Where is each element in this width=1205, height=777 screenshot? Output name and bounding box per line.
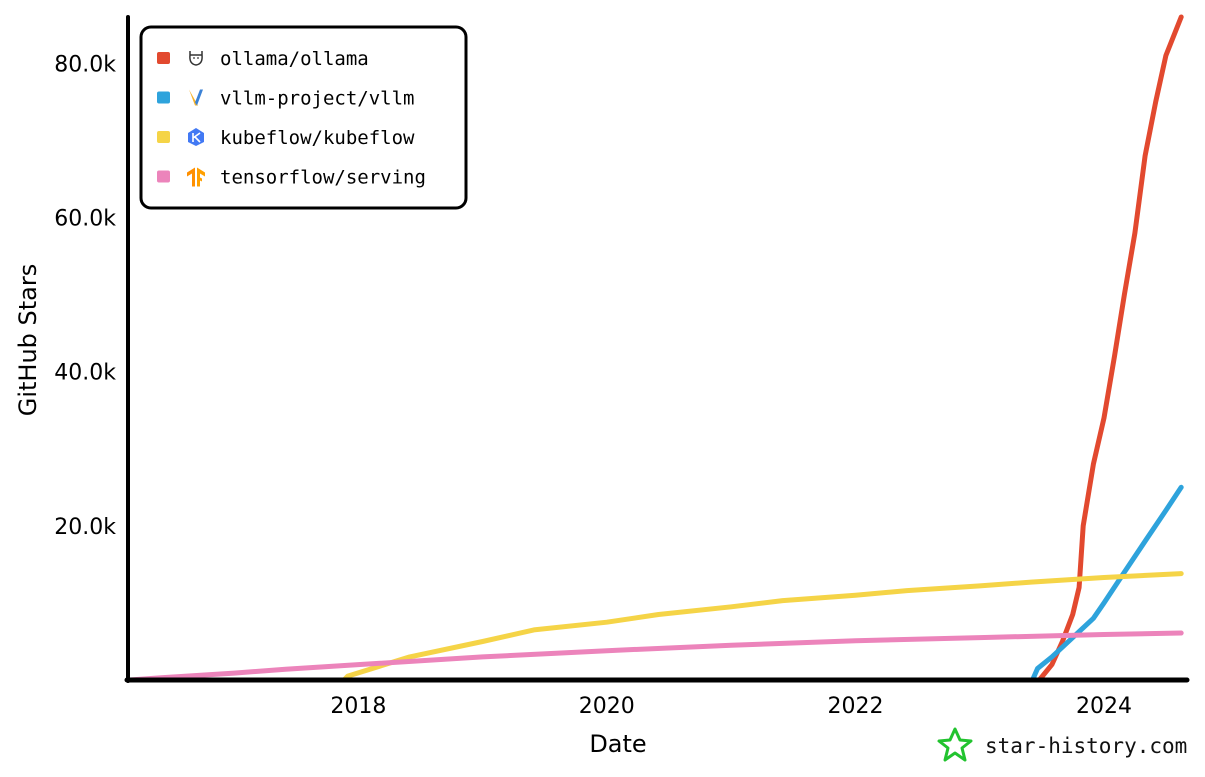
y-tick-label: 60.0k <box>54 206 116 231</box>
legend-label: tensorflow/serving <box>220 167 426 189</box>
x-tick-label: 2018 <box>330 694 386 719</box>
legend-swatch <box>157 91 170 104</box>
series-layer <box>127 14 1184 683</box>
y-axis-ticks: 20.0k 40.0k 60.0k 80.0k <box>54 52 116 540</box>
y-axis-title: GitHub Stars <box>14 264 42 417</box>
x-tick-label: 2024 <box>1076 694 1132 719</box>
kubeflow-icon <box>188 128 204 146</box>
legend-item: vllm-project/vllm <box>157 88 414 110</box>
x-axis-ticks: 2018 2020 2022 2024 <box>330 694 1132 719</box>
star-history-logo-icon <box>937 727 973 762</box>
y-tick-label: 20.0k <box>54 515 116 540</box>
x-tick-label: 2020 <box>579 694 635 719</box>
llama-icon <box>189 51 203 66</box>
legend-item: tensorflow/serving <box>157 167 426 189</box>
series-line-3 <box>341 571 1184 683</box>
series-line-4 <box>127 630 1184 683</box>
legend-item: ollama/ollama <box>157 48 369 70</box>
legend-items: ollama/ollama vllm-project/vllm kubeflow/k… <box>157 48 426 189</box>
series-line-1 <box>1036 14 1184 683</box>
series-line-2 <box>1030 484 1184 683</box>
legend-label: kubeflow/kubeflow <box>220 127 415 149</box>
legend-label: ollama/ollama <box>220 48 369 70</box>
legend-swatch <box>157 131 170 143</box>
legend-box <box>139 25 468 210</box>
legend-swatch <box>157 170 170 183</box>
legend: ollama/ollama vllm-project/vllm kubeflow/k… <box>139 25 468 210</box>
x-axis-title: Date <box>589 730 646 758</box>
x-tick-label: 2022 <box>828 694 884 719</box>
y-tick-label: 80.0k <box>54 52 116 77</box>
legend-item: kubeflow/kubeflow <box>157 127 415 149</box>
legend-label: vllm-project/vllm <box>220 88 414 110</box>
watermark: star-history.com <box>937 727 1187 762</box>
legend-swatch <box>157 52 170 64</box>
y-tick-label: 40.0k <box>54 361 116 386</box>
vllm-icon <box>189 89 203 106</box>
watermark-text: star-history.com <box>985 734 1187 758</box>
tensorflow-icon <box>187 167 205 187</box>
